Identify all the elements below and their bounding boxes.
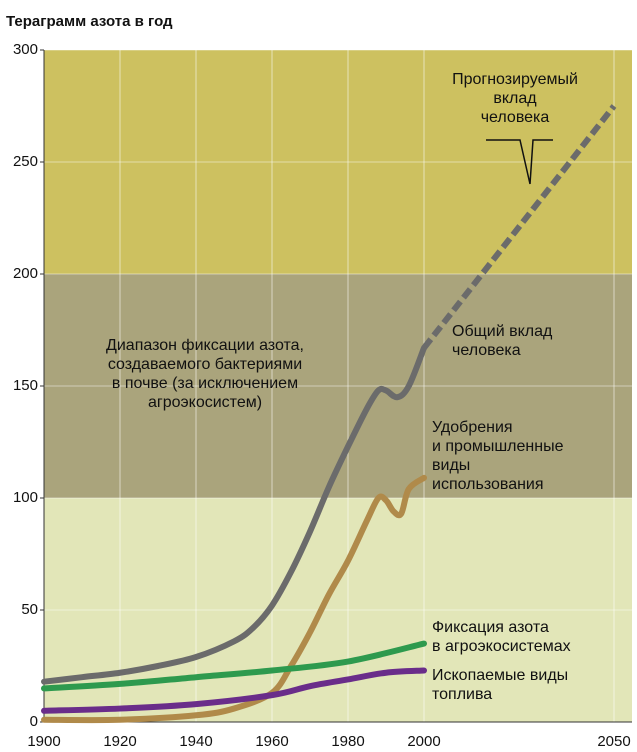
y-tick-label: 0 bbox=[30, 713, 38, 730]
line bbox=[421, 104, 617, 350]
y-tick-label: 50 bbox=[21, 601, 38, 618]
y-tick-label: 300 bbox=[13, 41, 38, 58]
band bbox=[44, 50, 632, 274]
series-label: Фиксация азота в агроэкосистемах bbox=[432, 619, 571, 655]
x-tick-label: 1980 bbox=[331, 733, 364, 750]
y-tick-label: 150 bbox=[13, 377, 38, 394]
callout bbox=[486, 139, 553, 185]
y-tick-label: 250 bbox=[13, 153, 38, 170]
x-tick-label: 1940 bbox=[179, 733, 212, 750]
line bbox=[41, 344, 427, 685]
x-tick-label: 1960 bbox=[255, 733, 288, 750]
series-label: Прогнозируемый вклад человека bbox=[452, 71, 578, 126]
x-tick-label: 2050 bbox=[597, 733, 630, 750]
chart-title: Тераграмм азота в год bbox=[6, 13, 173, 30]
y-tick-label: 200 bbox=[13, 265, 38, 282]
line bbox=[41, 474, 427, 724]
band-label: Диапазон фиксации азота, создаваемого ба… bbox=[106, 337, 304, 411]
y-tick-label: 100 bbox=[13, 489, 38, 506]
series-label: Ископаемые виды топлива bbox=[432, 667, 569, 703]
x-tick-label: 2000 bbox=[407, 733, 440, 750]
line bbox=[41, 640, 427, 692]
x-tick-label: 1920 bbox=[103, 733, 136, 750]
series-label: Общий вклад человека bbox=[452, 323, 553, 359]
line bbox=[41, 667, 427, 714]
series-label: Удобрения и промышленные виды использова… bbox=[432, 419, 564, 493]
x-tick-label: 1900 bbox=[27, 733, 60, 750]
